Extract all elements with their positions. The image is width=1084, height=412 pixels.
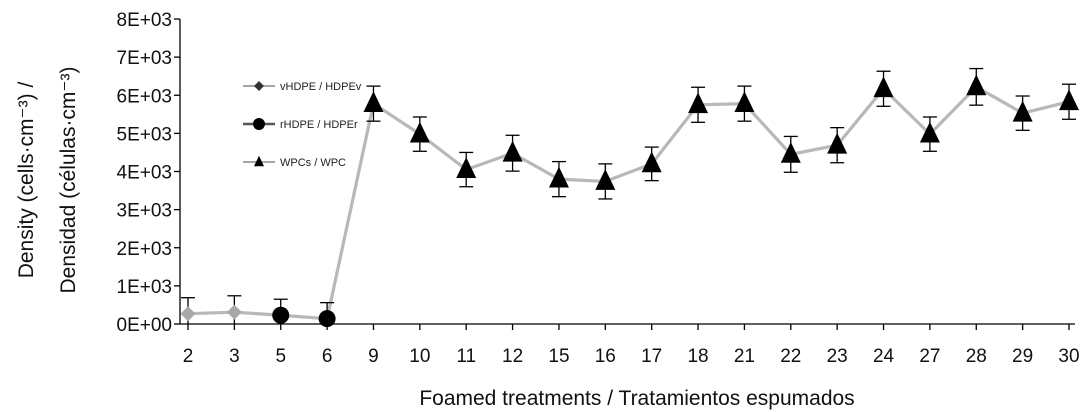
x-tick-label: 22	[780, 346, 801, 367]
data-point-diamond	[180, 306, 196, 322]
x-tick-label: 30	[1058, 346, 1079, 367]
legend-entry: vHDPE / HDPEv	[243, 81, 362, 93]
x-tick-label: 16	[595, 346, 616, 367]
x-tick-label: 11	[456, 346, 476, 367]
series-connector-lines	[187, 84, 1070, 321]
y-tick-label: 2E+03	[117, 239, 172, 260]
data-point-circle	[253, 118, 265, 130]
data-point-triangle	[734, 91, 755, 113]
legend-entry: WPCs / WPC	[243, 155, 346, 169]
x-tick-label: 12	[502, 346, 523, 367]
legend: vHDPE / HDPEv rHDPE / HDPEr WPCs / WPC	[243, 81, 362, 169]
x-tick-label: 15	[548, 346, 569, 367]
y-tick-label: 1E+03	[117, 277, 172, 298]
data-point-triangle	[873, 76, 894, 98]
y-tick-label: 3E+03	[117, 201, 172, 222]
data-point-triangle	[966, 74, 987, 96]
x-tick-label: 3	[229, 346, 240, 367]
data-point-circle	[272, 306, 290, 324]
data-point-triangle	[641, 151, 662, 173]
x-tick-label: 5	[275, 346, 286, 367]
data-point-circle	[318, 310, 336, 328]
x-axis-title: Foamed treatments / Tratamientos espumad…	[419, 387, 854, 410]
data-point-triangle	[409, 121, 430, 143]
legend-label: rHDPE / HDPEr	[280, 119, 358, 131]
legend-label: vHDPE / HDPEv	[280, 81, 362, 93]
x-tick-label: 17	[641, 346, 662, 367]
x-tick-label: 24	[873, 346, 895, 367]
x-tick-label: 28	[966, 346, 987, 367]
data-point-triangle	[363, 91, 384, 113]
x-tick-label: 9	[368, 346, 379, 367]
series-group	[272, 298, 336, 328]
series-group	[180, 295, 242, 324]
y-axis-title-line-1: Density (cells·cm⁻³) /	[15, 82, 38, 279]
y-tick-label: 4E+03	[117, 163, 172, 184]
y-axis: 0E+00 1E+03 2E+03 3E+03 4E+03 5E+03 6E+03 7E+03…	[117, 10, 181, 336]
x-tick-label: 18	[687, 346, 708, 367]
data-point-triangle	[919, 121, 940, 143]
y-tick-label: 6E+03	[117, 86, 172, 107]
series-layer	[180, 67, 1079, 328]
legend-label: WPCs / WPC	[280, 157, 346, 169]
x-tick-label: 2	[183, 346, 194, 367]
data-point-triangle	[595, 169, 616, 190]
data-point-triangle	[827, 132, 848, 154]
x-tick-label: 29	[1012, 346, 1033, 367]
x-tick-label: 6	[322, 346, 333, 367]
data-point-triangle	[780, 141, 801, 163]
x-tick-label: 21	[734, 346, 755, 367]
data-point-triangle	[502, 140, 523, 162]
data-point-triangle	[456, 157, 477, 178]
data-point-diamond	[226, 304, 242, 320]
data-point-triangle	[1012, 100, 1033, 122]
data-point-triangle	[548, 166, 569, 188]
data-point-diamond	[254, 81, 264, 91]
y-tick-label: 5E+03	[117, 124, 172, 145]
data-point-triangle	[1059, 89, 1079, 111]
y-axis-title-line-2: Densidad (células·cm⁻³)	[57, 67, 80, 294]
x-axis: 2 3 5 6 9 10 11 12 15 16 17 18 21 22 23 24 27 28 29 30	[180, 323, 1080, 367]
data-point-triangle	[254, 155, 264, 167]
x-tick-label: 10	[409, 346, 430, 367]
series-group	[363, 67, 1079, 200]
data-point-triangle	[688, 92, 709, 114]
y-tick-label: 7E+03	[117, 48, 172, 69]
legend-entry: rHDPE / HDPEr	[243, 118, 358, 131]
series-line	[187, 84, 1070, 321]
x-tick-label: 27	[919, 346, 940, 367]
y-tick-label: 0E+00	[117, 315, 172, 336]
y-tick-label: 8E+03	[117, 10, 172, 31]
x-tick-label: 23	[827, 346, 848, 367]
